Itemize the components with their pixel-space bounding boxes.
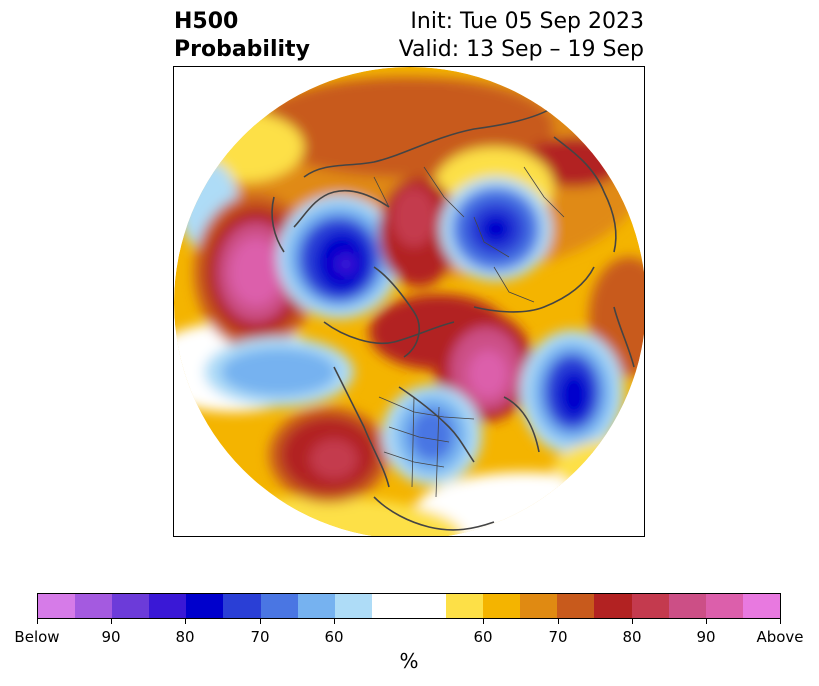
cbar-label-above-60: 60 bbox=[473, 628, 493, 646]
cbar-seg-above-8 bbox=[705, 594, 743, 618]
cbar-tick bbox=[706, 619, 707, 624]
cbar-label-below-70: 70 bbox=[250, 628, 270, 646]
cbar-seg-above-9 bbox=[742, 594, 780, 618]
valid-dates: Valid: 13 Sep – 19 Sep bbox=[398, 37, 644, 62]
cbar-tick bbox=[780, 619, 781, 624]
cbar-label-below: Below bbox=[14, 628, 60, 646]
title-line-1: H500 bbox=[174, 9, 239, 34]
cbar-seg-below-3 bbox=[112, 594, 150, 618]
cbar-seg-below-9 bbox=[334, 594, 372, 618]
cbar-seg-above-5 bbox=[594, 594, 632, 618]
probability-map bbox=[173, 66, 645, 537]
colorbar-unit: % bbox=[399, 649, 419, 673]
cbar-tick bbox=[632, 619, 633, 624]
cbar-label-below-80: 80 bbox=[175, 628, 195, 646]
globe bbox=[174, 67, 644, 536]
cbar-seg-above-6 bbox=[631, 594, 669, 618]
cbar-seg-below-4 bbox=[149, 594, 187, 618]
country-borders bbox=[373, 166, 565, 498]
cbar-tick bbox=[558, 619, 559, 624]
cbar-label-below-90: 90 bbox=[101, 628, 121, 646]
cbar-tick bbox=[37, 619, 38, 624]
cbar-seg-below-7 bbox=[260, 594, 298, 618]
cbar-seg-below-1 bbox=[38, 594, 76, 618]
map-title: H500 Probability bbox=[174, 8, 310, 64]
cbar-label-above-70: 70 bbox=[548, 628, 568, 646]
cbar-seg-above-4 bbox=[557, 594, 595, 618]
cbar-seg-above-2 bbox=[483, 594, 521, 618]
map-svg bbox=[174, 67, 644, 536]
cbar-seg-above-1 bbox=[446, 594, 484, 618]
title-line-2: Probability bbox=[174, 37, 310, 62]
init-date: Init: Tue 05 Sep 2023 bbox=[410, 9, 644, 34]
cbar-seg-below-6 bbox=[223, 594, 261, 618]
cbar-label-below-60: 60 bbox=[324, 628, 344, 646]
colorbar bbox=[37, 593, 781, 619]
cbar-label-above-90: 90 bbox=[696, 628, 716, 646]
cbar-seg-below-2 bbox=[75, 594, 113, 618]
cbar-label-above-80: 80 bbox=[622, 628, 642, 646]
cbar-tick bbox=[334, 619, 335, 624]
cbar-seg-below-5 bbox=[186, 594, 224, 618]
coastlines bbox=[271, 106, 635, 531]
cbar-tick bbox=[185, 619, 186, 624]
cbar-label-above: Above bbox=[756, 628, 804, 646]
cbar-seg-neutral bbox=[371, 594, 447, 618]
cbar-seg-below-8 bbox=[297, 594, 335, 618]
map-dates: Init: Tue 05 Sep 2023 Valid: 13 Sep – 19… bbox=[399, 8, 644, 64]
cbar-seg-above-7 bbox=[668, 594, 706, 618]
cbar-tick bbox=[111, 619, 112, 624]
cbar-tick bbox=[260, 619, 261, 624]
cbar-tick bbox=[483, 619, 484, 624]
cbar-seg-above-3 bbox=[520, 594, 558, 618]
